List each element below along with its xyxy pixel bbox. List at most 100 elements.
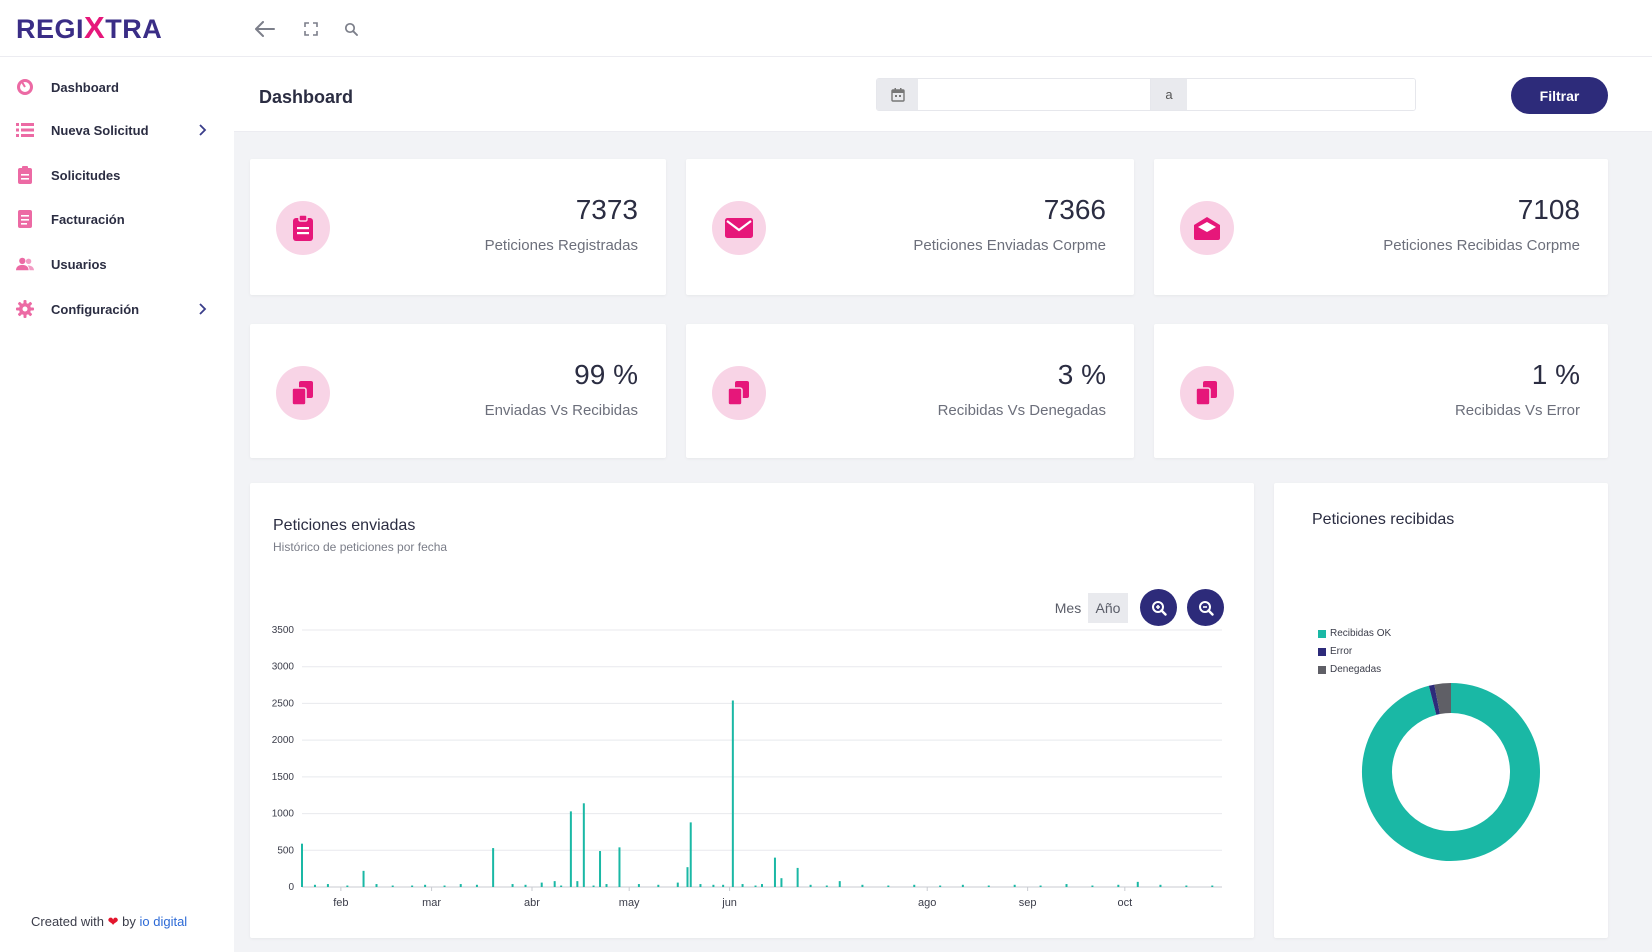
bar[interactable] bbox=[424, 884, 427, 887]
bar[interactable] bbox=[618, 847, 621, 887]
bar[interactable] bbox=[1039, 885, 1042, 887]
clipboard-icon bbox=[16, 166, 34, 184]
bar[interactable] bbox=[686, 867, 689, 887]
bar[interactable] bbox=[443, 885, 446, 887]
bar[interactable] bbox=[326, 884, 329, 887]
bar[interactable] bbox=[459, 884, 462, 887]
donut-slice-error[interactable] bbox=[1428, 684, 1441, 715]
bar[interactable] bbox=[689, 822, 692, 887]
bar[interactable] bbox=[773, 857, 776, 887]
bar[interactable] bbox=[511, 884, 514, 887]
bar[interactable] bbox=[553, 881, 556, 887]
donut-slice-denegadas[interactable] bbox=[1434, 683, 1452, 715]
search-icon[interactable] bbox=[338, 16, 364, 42]
bar[interactable] bbox=[1117, 884, 1120, 887]
sidebar-item-solicitudes[interactable]: Solicitudes bbox=[0, 155, 234, 195]
bar[interactable] bbox=[605, 884, 608, 887]
bar[interactable] bbox=[375, 884, 378, 887]
sidebar-item-nueva-solicitud[interactable]: Nueva Solicitud bbox=[0, 110, 234, 150]
bar[interactable] bbox=[301, 843, 303, 887]
filter-button[interactable]: Filtrar bbox=[1511, 77, 1608, 114]
legend-item: Denegadas bbox=[1318, 664, 1381, 675]
bar[interactable] bbox=[939, 885, 942, 887]
bar[interactable] bbox=[576, 881, 579, 887]
date-range-filter: a bbox=[876, 78, 1416, 111]
bar[interactable] bbox=[987, 885, 990, 887]
bar[interactable] bbox=[540, 882, 543, 887]
sidebar-item-dashboard[interactable]: Dashboard bbox=[0, 67, 234, 107]
date-from-input[interactable] bbox=[918, 79, 1151, 110]
bar[interactable] bbox=[411, 885, 414, 887]
bar[interactable] bbox=[1185, 885, 1188, 887]
bar[interactable] bbox=[362, 870, 365, 887]
bar[interactable] bbox=[761, 884, 763, 887]
zoom-out-button[interactable] bbox=[1187, 589, 1224, 626]
sidebar-item-label: Usuarios bbox=[51, 256, 107, 272]
bar[interactable] bbox=[1013, 884, 1016, 887]
bar[interactable] bbox=[712, 884, 715, 887]
bar[interactable] bbox=[599, 851, 602, 887]
bar[interactable] bbox=[524, 884, 527, 887]
footer-credit: Created with ❤ by io digital bbox=[31, 914, 187, 930]
bar[interactable] bbox=[1065, 884, 1068, 887]
sidebar-item-usuarios[interactable]: Usuarios bbox=[0, 244, 234, 284]
stat-card-enviadas: 7366 Peticiones Enviadas Corpme bbox=[686, 159, 1134, 295]
bar[interactable] bbox=[913, 884, 916, 887]
date-to-input[interactable] bbox=[1187, 79, 1415, 110]
bar[interactable] bbox=[825, 885, 828, 887]
x-tick-label: abr bbox=[524, 897, 540, 909]
footer-by: by bbox=[122, 914, 136, 929]
bar[interactable] bbox=[492, 848, 495, 887]
fullscreen-icon[interactable] bbox=[298, 16, 324, 42]
calendar-icon[interactable] bbox=[877, 79, 918, 110]
zoom-in-button[interactable] bbox=[1140, 589, 1177, 626]
bar[interactable] bbox=[391, 885, 394, 887]
bar[interactable] bbox=[731, 700, 734, 887]
sidebar: Dashboard Nueva Solicitud Solicitudes Fa… bbox=[0, 57, 234, 952]
bar[interactable] bbox=[887, 885, 890, 887]
bar[interactable] bbox=[796, 867, 799, 887]
stat-caption: Peticiones Recibidas Corpme bbox=[1383, 237, 1580, 254]
bar[interactable] bbox=[313, 884, 316, 887]
bar[interactable] bbox=[1159, 884, 1162, 887]
bar[interactable] bbox=[961, 884, 964, 887]
stat-caption: Peticiones Registradas bbox=[484, 237, 638, 254]
list-icon bbox=[16, 121, 34, 139]
arrow-left-icon[interactable] bbox=[252, 16, 278, 42]
bar[interactable] bbox=[1211, 885, 1214, 887]
bar[interactable] bbox=[560, 885, 563, 887]
bar[interactable] bbox=[637, 884, 640, 887]
envelope-icon bbox=[712, 201, 766, 255]
bar[interactable] bbox=[592, 885, 595, 887]
toggle-ano[interactable]: Año bbox=[1088, 593, 1128, 623]
toggle-mes[interactable]: Mes bbox=[1054, 600, 1082, 616]
bar[interactable] bbox=[1091, 885, 1094, 887]
donut-slice-recibidas-ok[interactable] bbox=[1362, 683, 1540, 861]
bar[interactable] bbox=[780, 878, 783, 887]
logo-text-prefix: REGI bbox=[16, 14, 85, 44]
bar[interactable] bbox=[346, 885, 349, 887]
bar[interactable] bbox=[754, 885, 757, 887]
bar[interactable] bbox=[569, 811, 572, 887]
card-subtitle: Histórico de peticiones por fecha bbox=[273, 540, 448, 554]
bar[interactable] bbox=[741, 884, 744, 887]
sidebar-item-configuracion[interactable]: Configuración bbox=[0, 289, 234, 329]
enviadas-bar-chart: 0 500 1000 1500 2000 2500 3000 3500 feb mar abr may… bbox=[272, 625, 1222, 909]
card-title: Peticiones recibidas bbox=[1312, 511, 1455, 528]
bar[interactable] bbox=[838, 881, 841, 887]
sidebar-item-facturacion[interactable]: Facturación bbox=[0, 199, 234, 239]
footer-link[interactable]: io digital bbox=[139, 914, 188, 929]
bar[interactable] bbox=[676, 882, 679, 887]
bar[interactable] bbox=[699, 884, 702, 887]
bar[interactable] bbox=[582, 803, 585, 887]
bar[interactable] bbox=[1136, 881, 1139, 887]
legend-label: Denegadas bbox=[1330, 664, 1382, 675]
app-logo[interactable]: REGIXTRA bbox=[16, 10, 162, 46]
bar[interactable] bbox=[475, 884, 478, 887]
bar[interactable] bbox=[861, 884, 864, 887]
y-tick-label: 1000 bbox=[272, 809, 295, 820]
stat-value: 3 % bbox=[1057, 359, 1106, 390]
bar[interactable] bbox=[809, 884, 812, 887]
bar[interactable] bbox=[722, 884, 725, 887]
bar[interactable] bbox=[657, 884, 660, 887]
